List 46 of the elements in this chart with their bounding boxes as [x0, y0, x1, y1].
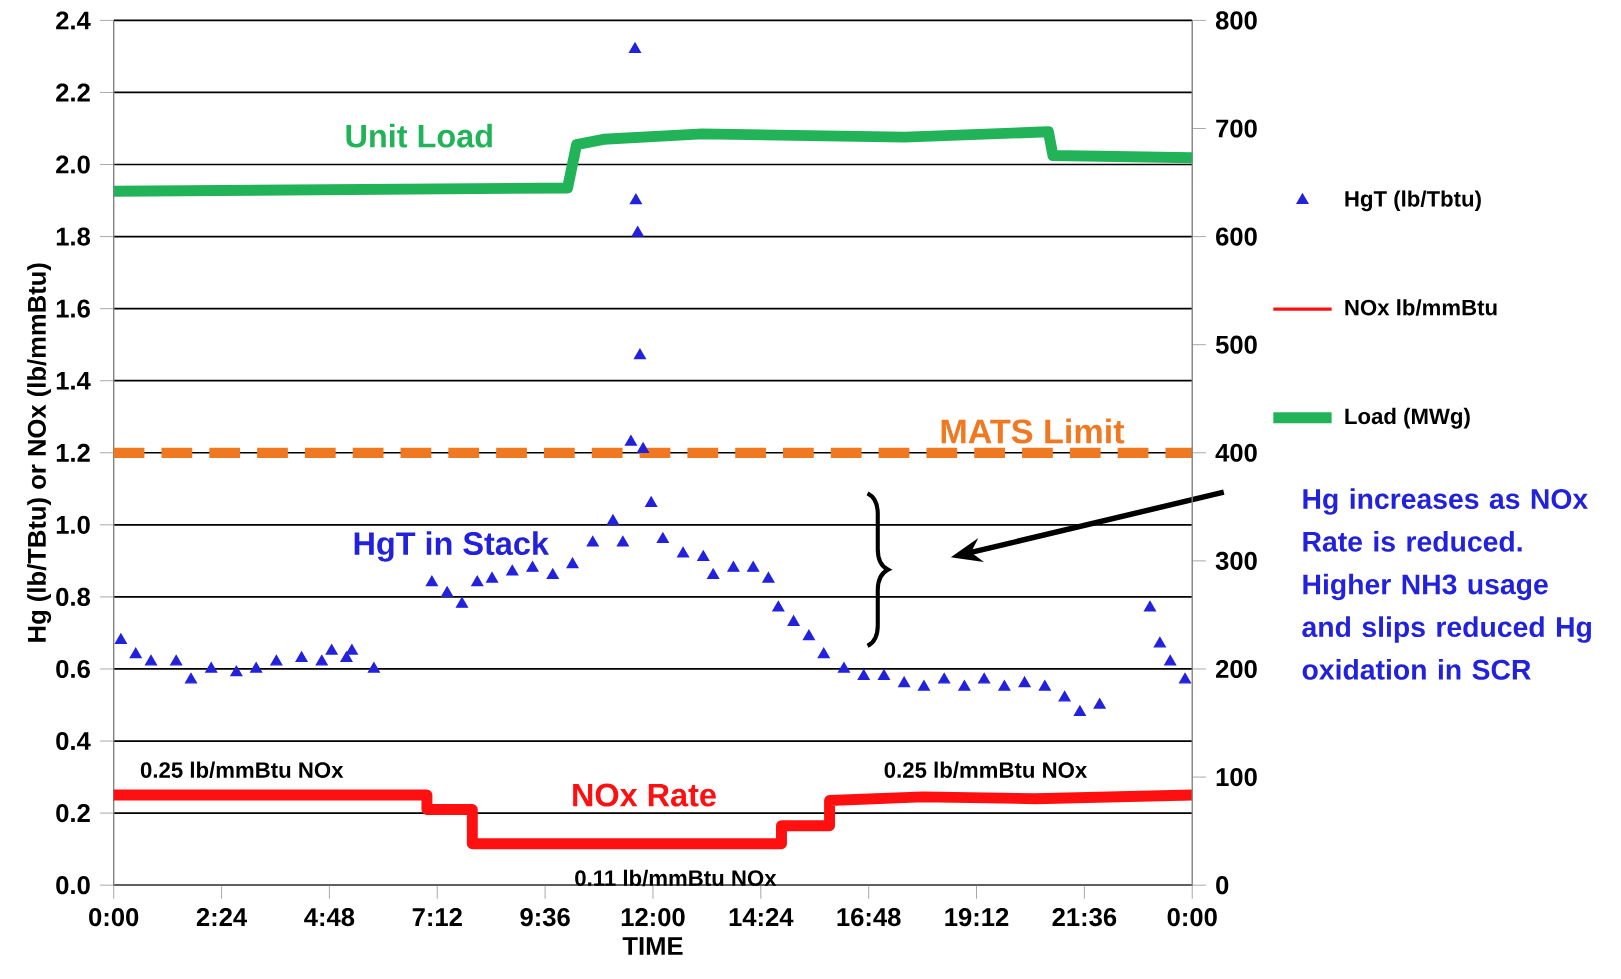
x-tick-label: 2:24 [196, 907, 248, 926]
annotation: NOx Rate [573, 783, 716, 807]
y2-tick-label: 500 [1215, 335, 1257, 354]
legend-label: NOx lb/mmBtu [1345, 298, 1497, 316]
y-tick-label: 1.8 [56, 227, 91, 246]
y-tick-label: 2.4 [56, 11, 91, 30]
annotation: HgT in Stack [354, 531, 550, 562]
x-tick-label: 21:36 [1052, 907, 1117, 926]
x-tick-label: 19:12 [945, 907, 1009, 926]
annotation: Unit Load [346, 123, 492, 148]
y-axis-title: Hg (lb/TBtu) or NOx (lb/mmBtu) [27, 263, 52, 642]
x-tick-label: 9:36 [520, 907, 570, 926]
x-tick-label: 7:12 [412, 907, 462, 926]
annotation: 0.11 lb/mmBtu NOx [575, 869, 777, 886]
x-axis-title: TIME [622, 936, 683, 955]
x-tick-label: 4:48 [304, 907, 355, 926]
text: Hg increases as NOx Rate is reduced. Higher NH3 usage and slips reduced Hg oxidation in SCR [1302, 488, 1591, 680]
y2-tick-label: 100 [1216, 767, 1257, 786]
y2-tick-label: 0 [1216, 875, 1229, 895]
y-tick-label: 1.0 [56, 515, 90, 534]
y-tick-label: 2.2 [56, 83, 90, 102]
x-tick-label: 16:48 [837, 907, 901, 926]
y2-tick-label: 600 [1216, 227, 1257, 246]
legend-label: Load (MWg) [1345, 407, 1470, 429]
x-tick-label: 0:00 [1167, 907, 1217, 926]
annotation: 0.25 lb/mmBtu NOx [884, 761, 1088, 778]
annotation: 0.25 lb/mmBtu NOx [140, 761, 344, 778]
y2-tick-label: 300 [1215, 551, 1257, 570]
y-tick-label: 0.2 [56, 803, 90, 822]
y2-tick-label: 700 [1216, 119, 1257, 138]
y-tick-label: 0.8 [56, 587, 91, 606]
y2-tick-label: 200 [1216, 659, 1257, 678]
y2-tick-label: 800 [1215, 11, 1257, 30]
y-tick-label: 0.0 [56, 875, 90, 895]
y-tick-label: 0.4 [56, 731, 91, 750]
legend-label: HgT (lb/Tbtu) [1345, 190, 1481, 211]
y-tick-label: 2.0 [56, 155, 90, 174]
y-tick-label: 0.6 [56, 659, 90, 678]
y-tick-label: 1.4 [56, 371, 91, 390]
x-tick-label: 0:00 [89, 907, 139, 926]
y-tick-label: 1.2 [56, 443, 90, 462]
x-tick-label: 14:24 [729, 907, 794, 926]
x-tick-label: 12:00 [621, 907, 685, 926]
y2-tick-label: 400 [1215, 443, 1257, 462]
ref-line-label: MATS Limit [941, 418, 1125, 444]
y-tick-label: 1.6 [56, 299, 90, 318]
